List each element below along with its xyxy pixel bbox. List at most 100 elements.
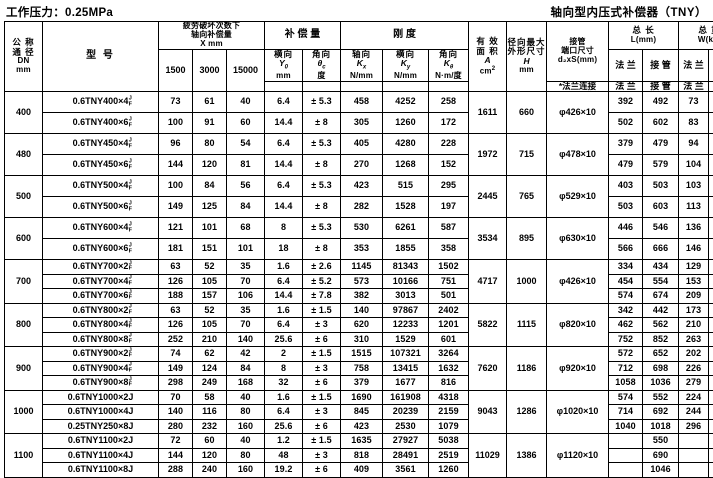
cell-x-3000: 232 (193, 419, 227, 434)
cell-stiff-angular: 1260 (429, 463, 469, 478)
cell-weight-pipe: 191 (709, 405, 713, 420)
cell-model: 0.6TNY1100×4J (43, 448, 159, 463)
cell-length-pipe: 652 (643, 347, 679, 362)
cell-x-15000: 106 (227, 289, 265, 304)
cell-x-15000: 40 (227, 92, 265, 113)
cell-stiff-transverse: 6261 (383, 218, 429, 239)
cell-x-3000: 60 (193, 434, 227, 449)
cell-x-3000: 58 (193, 390, 227, 405)
cell-length-flange: 572 (609, 347, 643, 362)
cell-comp-transverse: 19.2 (265, 463, 303, 478)
cell-x-3000: 52 (193, 260, 227, 275)
th-length-flange: 法 兰 (609, 49, 643, 81)
cell-stiff-axial: 140 (341, 303, 383, 318)
cell-weight-pipe: 80 (709, 218, 713, 239)
cell-stiff-axial: 270 (341, 155, 383, 176)
cell-stiff-angular: 751 (429, 274, 469, 289)
cell-weight-pipe: 62 (709, 113, 713, 134)
cell-length-pipe: 602 (643, 113, 679, 134)
cell-stiff-angular: 1201 (429, 318, 469, 333)
cell-stiff-angular: 816 (429, 376, 469, 391)
cell-weight-flange: 136 (679, 218, 709, 239)
cell-stiff-angular: 601 (429, 332, 469, 347)
cell-length-flange: 479 (609, 155, 643, 176)
th-fatigue-15000: 15000 (227, 49, 265, 91)
cell-x-3000: 120 (193, 155, 227, 176)
cell-length-pipe: 434 (643, 260, 679, 275)
cell-x-3000: 157 (193, 289, 227, 304)
cell-stiff-angular: 228 (429, 134, 469, 155)
th-length-pipe-2: 接 管 (643, 81, 679, 91)
th-weight-unit: W(kg) (698, 36, 713, 45)
cell-area: 3534 (469, 218, 507, 260)
cell-stiff-axial: 573 (341, 274, 383, 289)
th-comp-tr-sym: Y0 (279, 59, 288, 71)
cell-stiff-transverse: 97867 (383, 303, 429, 318)
cell-stiff-transverse: 81343 (383, 260, 429, 275)
cell-stiff-axial: 382 (341, 289, 383, 304)
cell-stiff-transverse: 3013 (383, 289, 429, 304)
cell-nozzle: φ426×10 (547, 92, 609, 134)
th-stiffness-group: 刚 度 (341, 22, 469, 50)
cell-stiff-axial: 818 (341, 448, 383, 463)
cell-dn: 1000 (5, 390, 43, 434)
cell-x-1500: 121 (159, 218, 193, 239)
cell-x-15000: 80 (227, 405, 265, 420)
cell-stiff-angular: 587 (429, 218, 469, 239)
th-stiff-transverse: 横向 Ky N/mm (383, 49, 429, 81)
cell-x-15000: 84 (227, 361, 265, 376)
cell-length-flange: 574 (609, 289, 643, 304)
th-comp-transverse: 横向 Y0 mm (265, 49, 303, 81)
cell-x-15000: 35 (227, 260, 265, 275)
cell-weight-pipe: 147 (709, 289, 713, 304)
cell-x-3000: 124 (193, 361, 227, 376)
cell-length-pipe: 479 (643, 134, 679, 155)
cell-length-flange: 1040 (609, 419, 643, 434)
cell-comp-angular: ± 8 (303, 239, 341, 260)
cell-comp-angular: ± 3 (303, 405, 341, 420)
cell-length-flange: 1058 (609, 376, 643, 391)
cell-nozzle: φ630×10 (547, 218, 609, 260)
cell-comp-angular: ± 1.5 (303, 390, 341, 405)
cell-comp-transverse: 1.6 (265, 390, 303, 405)
cell-length-pipe: 546 (643, 218, 679, 239)
cell-stiff-transverse: 20239 (383, 405, 429, 420)
cell-stiff-angular: 172 (429, 113, 469, 134)
cell-x-3000: 61 (193, 92, 227, 113)
cell-x-3000: 84 (193, 176, 227, 197)
cell-weight-flange: 129 (679, 260, 709, 275)
cell-stiff-angular: 152 (429, 155, 469, 176)
cell-weight-flange (679, 463, 709, 478)
cell-weight-flange: 94 (679, 134, 709, 155)
th-comp-ang-unit: 度 (317, 72, 325, 81)
table-head: 公 称 通 径 DN mm 型 号 疲劳破坏次数下 轴向补偿量 X mm 补 偿 (5, 22, 713, 92)
cell-x-15000: 56 (227, 176, 265, 197)
cell-length-pipe: 579 (643, 155, 679, 176)
cell-stiff-axial: 458 (341, 92, 383, 113)
cell-weight-flange (679, 448, 709, 463)
cell-length-pipe: 690 (643, 448, 679, 463)
cell-stiff-angular: 1502 (429, 260, 469, 275)
cell-length-flange: 712 (609, 361, 643, 376)
cell-x-1500: 100 (159, 176, 193, 197)
th-dn: 公 称 通 径 DN mm (5, 22, 43, 92)
cell-stiff-axial: 423 (341, 176, 383, 197)
cell-comp-angular: ± 8 (303, 155, 341, 176)
cell-stiff-transverse: 10166 (383, 274, 429, 289)
cell-length-flange: 752 (609, 332, 643, 347)
cell-x-1500: 280 (159, 419, 193, 434)
cell-dn: 500 (5, 176, 43, 218)
cell-length-flange: 714 (609, 405, 643, 420)
cell-weight-flange: 104 (679, 155, 709, 176)
cell-weight-flange: 279 (679, 376, 709, 391)
